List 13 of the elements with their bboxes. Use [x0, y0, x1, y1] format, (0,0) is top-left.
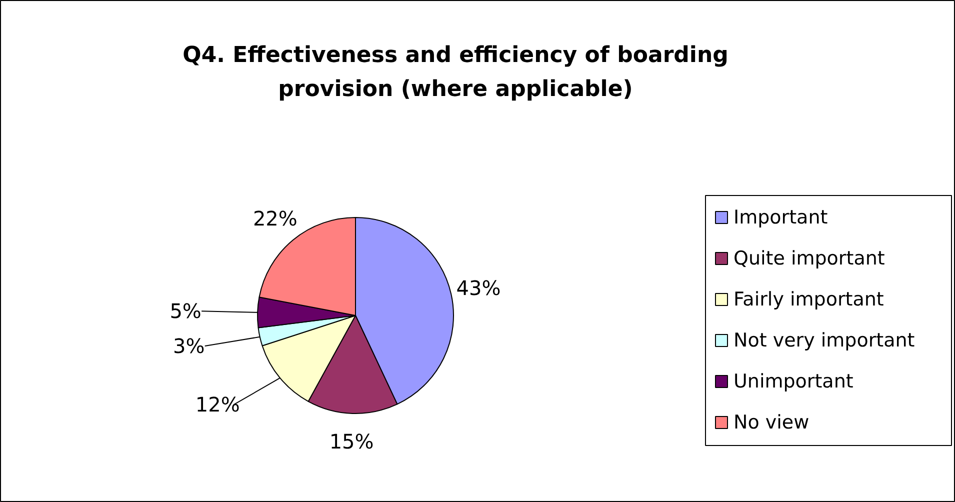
- data-label: 43%: [456, 276, 501, 300]
- data-label: 5%: [170, 299, 202, 324]
- legend-label: Quite important: [734, 248, 885, 270]
- legend-label: Important: [734, 206, 828, 228]
- data-label: 12%: [195, 392, 240, 417]
- data-label: 15%: [329, 429, 374, 454]
- data-label: 3%: [173, 334, 205, 358]
- data-label: 22%: [252, 206, 298, 230]
- legend-label: Not very important: [734, 330, 915, 352]
- legend-label: Unimportant: [734, 370, 854, 392]
- chart-title: Q4. Effectiveness and efficiency of boarding provision (where applicable): [182, 43, 728, 102]
- legend-label: No view: [734, 412, 810, 434]
- legend-label: Fairly important: [734, 288, 884, 310]
